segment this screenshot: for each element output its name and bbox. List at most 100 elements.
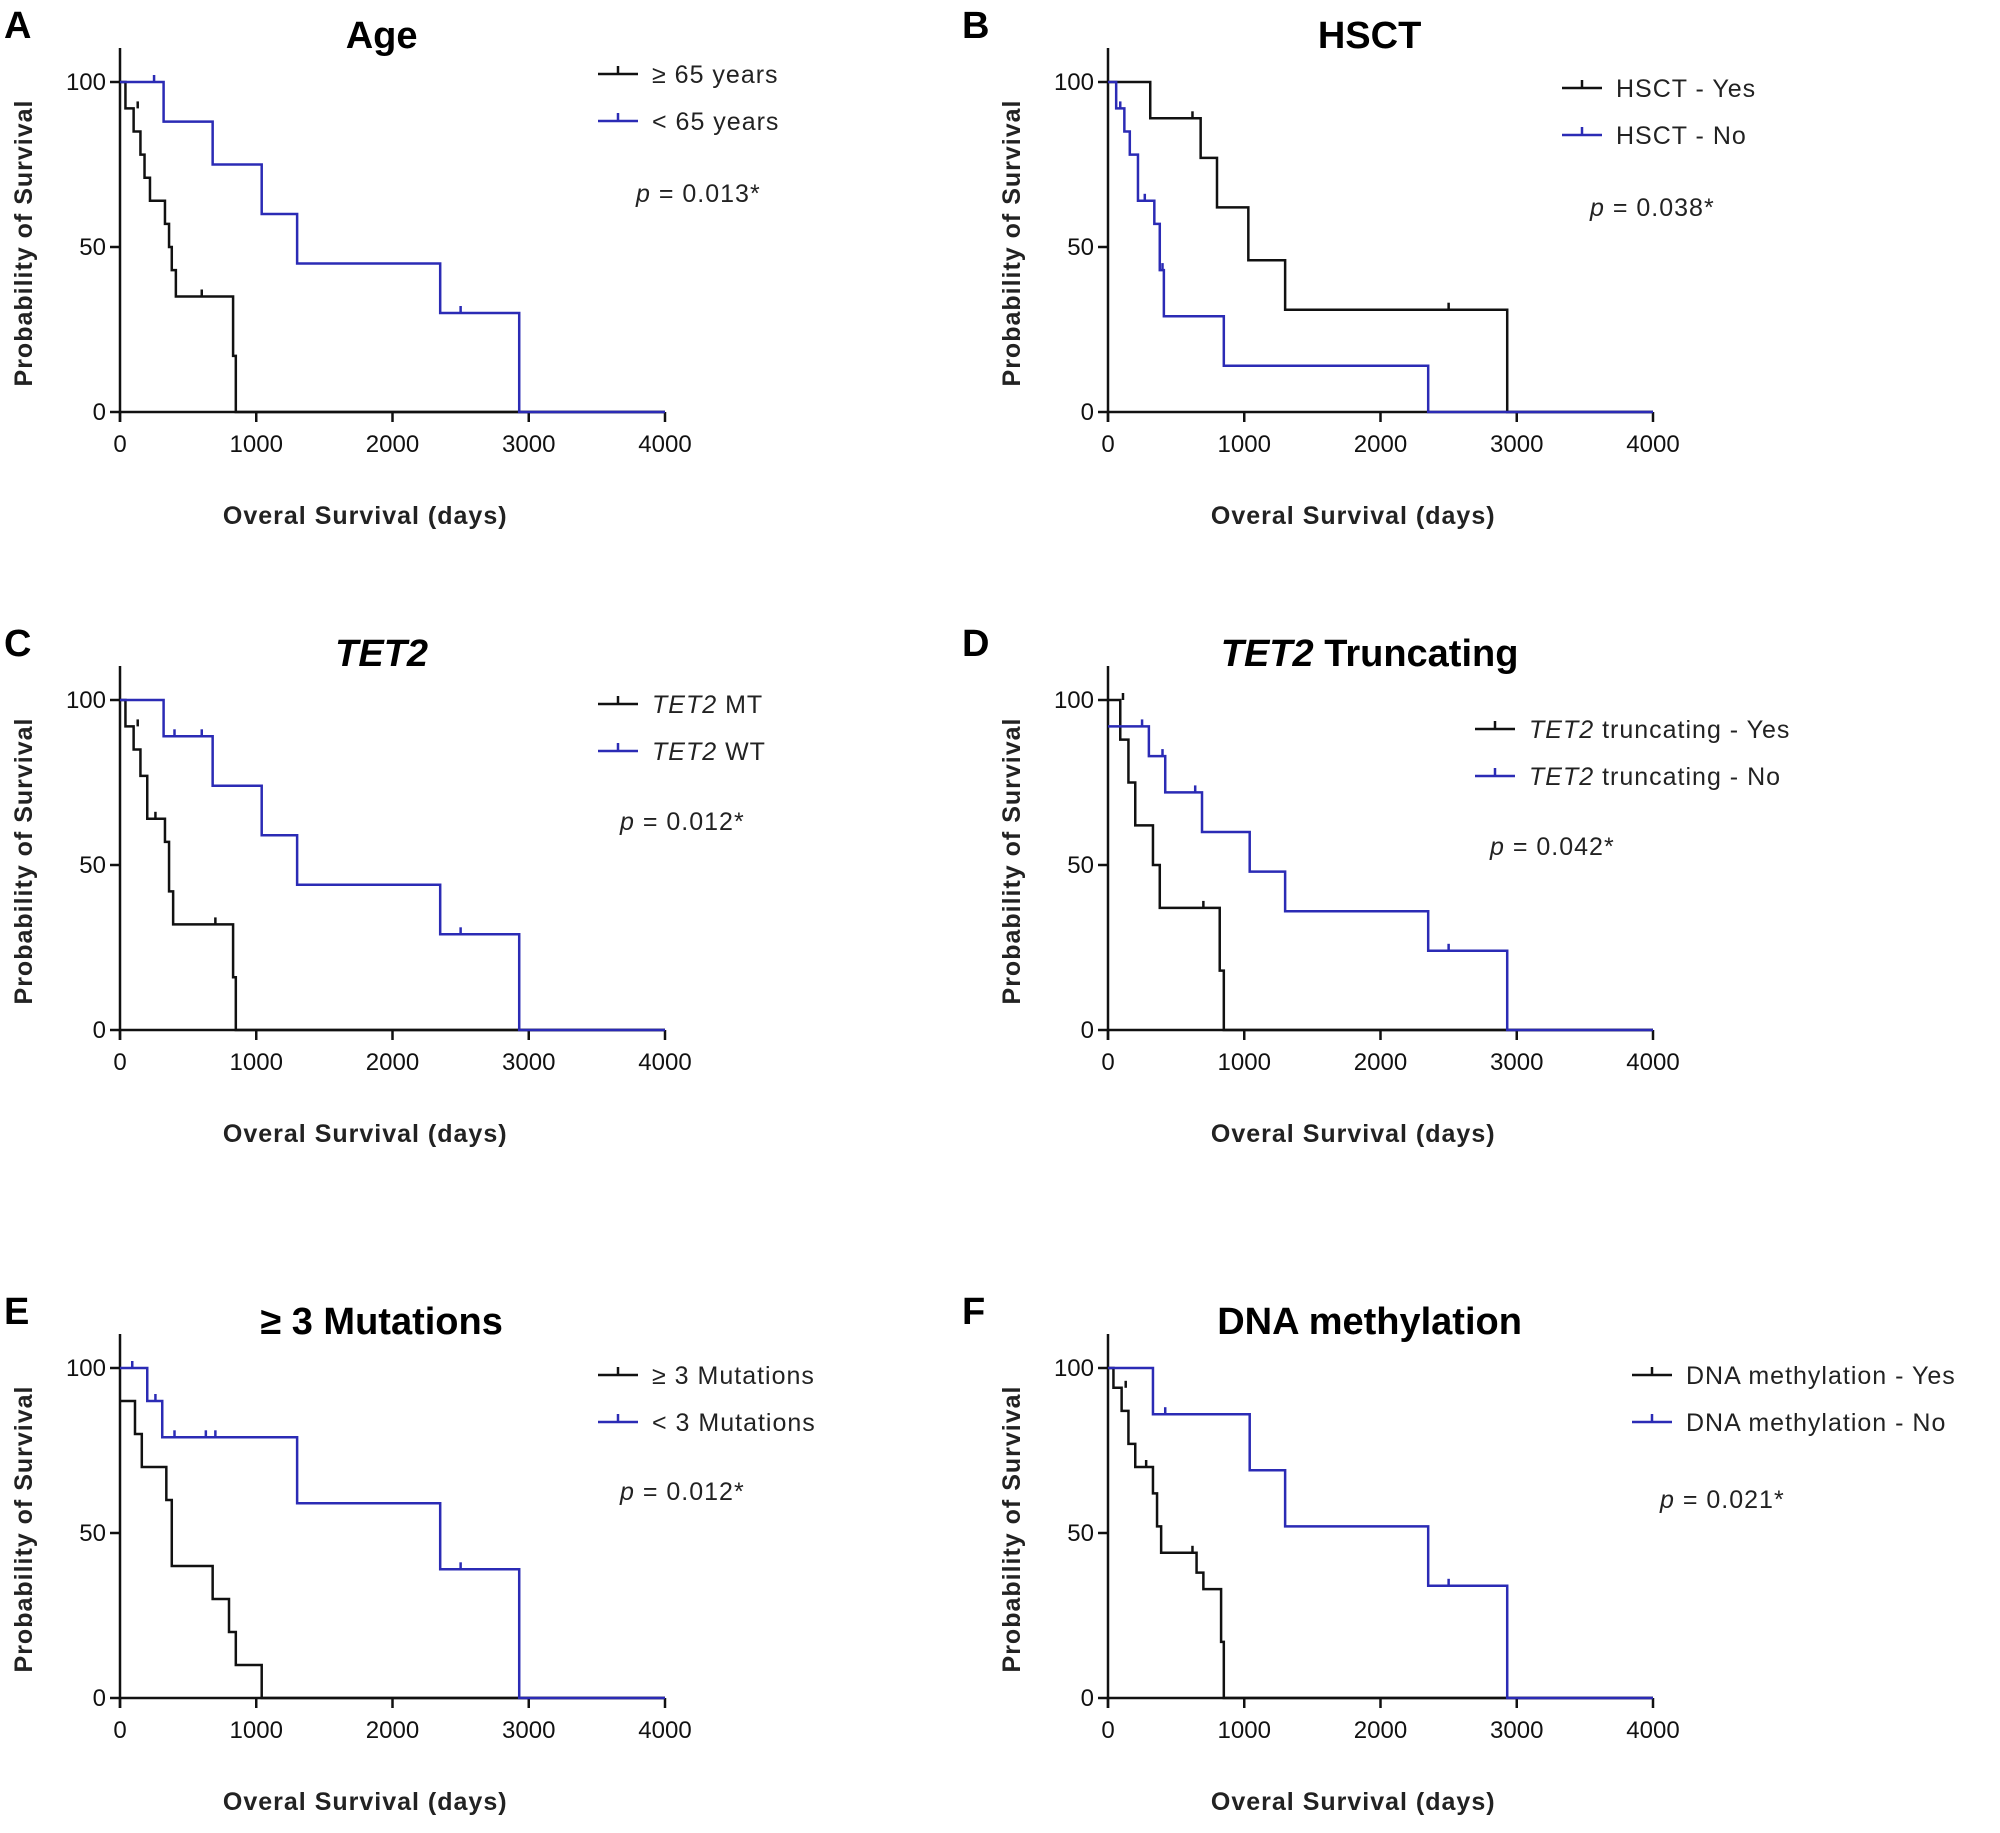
x-tick-label: 0 [113,431,126,458]
survival-curve-black [120,698,665,1032]
y-tick-label: 0 [93,399,106,426]
panel-letter: D [962,623,989,665]
x-tick-label: 3000 [1490,1717,1543,1744]
panel-title: TET2 Truncating [1221,633,1519,675]
survival-curve-black [1108,1366,1653,1700]
p-value: p = 0.013* [635,180,761,208]
survival-curve-blue [120,698,665,1032]
x-tick-label: 2000 [1354,1049,1407,1076]
panel-letter: E [4,1291,29,1333]
x-tick-label: 0 [1101,1717,1114,1744]
legend-label: TET2 truncating - Yes [1529,716,1790,744]
x-tick-label: 3000 [502,431,555,458]
legend-label: ≥ 3 Mutations [652,1362,815,1390]
x-tick-label: 1000 [230,431,283,458]
x-axis-label: Overal Survival (days) [1211,502,1496,530]
p-value: p = 0.012* [619,808,745,836]
x-axis-label: Overal Survival (days) [223,502,508,530]
y-tick-label: 0 [93,1017,106,1044]
panel-letter: A [4,5,31,47]
survival-curve-black [1108,698,1653,1032]
legend-label: HSCT - No [1616,122,1747,150]
x-tick-label: 3000 [1490,431,1543,458]
y-axis-label: Probability of Survival [998,100,1026,387]
y-tick-label: 50 [79,1520,106,1547]
panel-title: Age [346,15,418,57]
y-tick-label: 50 [1067,234,1094,261]
x-tick-label: 1000 [230,1049,283,1076]
legend-label: ≥ 65 years [652,61,779,89]
x-tick-label: 1000 [230,1717,283,1744]
x-tick-label: 3000 [502,1717,555,1744]
x-tick-label: 0 [1101,1049,1114,1076]
x-tick-label: 1000 [1218,431,1271,458]
y-tick-label: 100 [1054,687,1094,714]
survival-curve-black [120,80,665,414]
x-tick-label: 0 [1101,431,1114,458]
survival-curve-blue [120,1366,665,1700]
survival-curve-blue [1108,80,1653,414]
y-tick-label: 50 [1067,852,1094,879]
p-value: p = 0.038* [1589,194,1715,222]
panel-letter: C [4,623,31,665]
x-tick-label: 4000 [638,1717,691,1744]
y-axis-label: Probability of Survival [10,1386,38,1673]
y-tick-label: 100 [66,687,106,714]
legend-label: < 65 years [652,108,779,136]
x-tick-label: 2000 [1354,431,1407,458]
x-tick-label: 2000 [366,1049,419,1076]
p-value: p = 0.012* [619,1478,745,1506]
survival-curve-blue [1108,1366,1653,1700]
y-tick-label: 100 [1054,69,1094,96]
panel-title: ≥ 3 Mutations [260,1301,503,1343]
x-tick-label: 4000 [1626,431,1679,458]
x-axis-label: Overal Survival (days) [223,1120,508,1148]
legend-label: TET2 MT [652,691,763,719]
survival-curve-black [1108,80,1653,414]
x-tick-label: 4000 [638,431,691,458]
x-tick-label: 4000 [1626,1049,1679,1076]
p-value: p = 0.021* [1659,1486,1785,1514]
survival-curve-blue [1108,725,1653,1032]
legend-label: DNA methylation - No [1686,1409,1946,1437]
x-tick-label: 1000 [1218,1049,1271,1076]
x-tick-label: 4000 [1626,1717,1679,1744]
x-tick-label: 0 [113,1717,126,1744]
y-tick-label: 0 [1081,399,1094,426]
panel-title: DNA methylation [1217,1301,1522,1343]
x-tick-label: 0 [113,1049,126,1076]
y-axis-label: Probability of Survival [10,718,38,1005]
y-axis-label: Probability of Survival [10,100,38,387]
x-tick-label: 2000 [366,431,419,458]
y-tick-label: 100 [66,69,106,96]
legend-label: < 3 Mutations [652,1409,816,1437]
x-tick-label: 4000 [638,1049,691,1076]
y-axis-label: Probability of Survival [998,718,1026,1005]
y-axis-label: Probability of Survival [998,1386,1026,1673]
panel-title: TET2 [335,633,428,675]
panel-title: HSCT [1318,15,1421,57]
y-tick-label: 100 [1054,1355,1094,1382]
p-value: p = 0.042* [1489,833,1615,861]
survival-curve-black [120,1399,665,1700]
panel-letter: F [962,1291,985,1333]
x-tick-label: 3000 [1490,1049,1543,1076]
x-tick-label: 2000 [366,1717,419,1744]
x-tick-label: 3000 [502,1049,555,1076]
y-tick-label: 100 [66,1355,106,1382]
x-tick-label: 1000 [1218,1717,1271,1744]
legend-label: HSCT - Yes [1616,75,1756,103]
legend-label: TET2 WT [652,738,766,766]
x-axis-label: Overal Survival (days) [1211,1120,1496,1148]
y-tick-label: 0 [93,1685,106,1712]
x-tick-label: 2000 [1354,1717,1407,1744]
y-tick-label: 0 [1081,1017,1094,1044]
survival-curve-blue [120,80,665,414]
